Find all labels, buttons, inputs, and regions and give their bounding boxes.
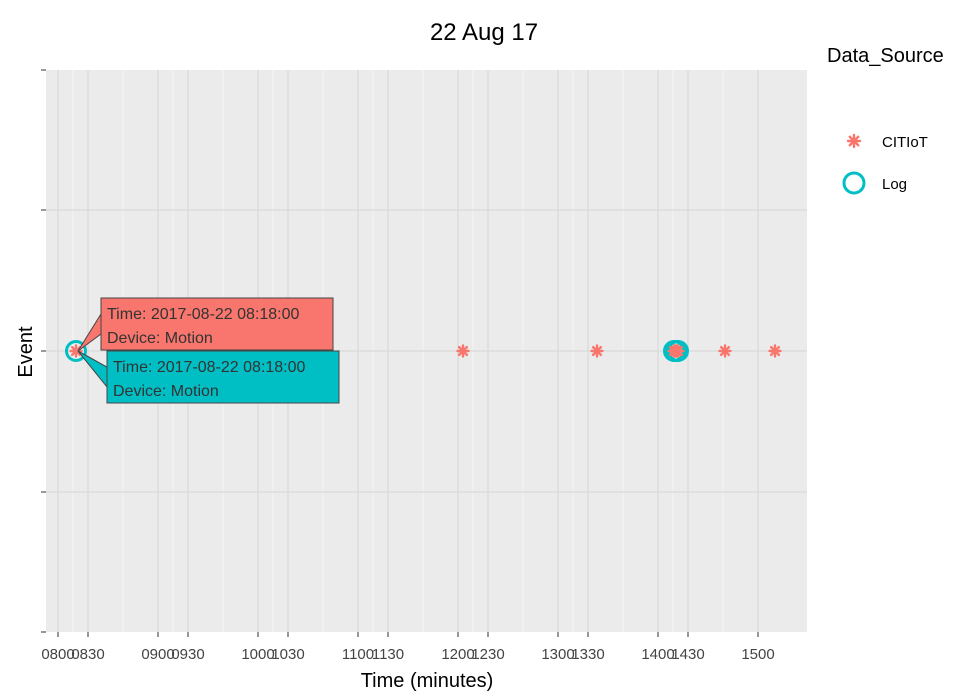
data-point-citiot bbox=[69, 344, 83, 358]
chart-title: 22 Aug 17 bbox=[430, 19, 538, 46]
legend-key-log bbox=[842, 171, 866, 195]
tooltip-time-text: Time: 2017-08-22 08:18:00 bbox=[107, 306, 300, 323]
tooltip-device-text: Device: Motion bbox=[113, 383, 219, 400]
legend-title: Data_Source bbox=[827, 45, 944, 67]
data-point-citiot bbox=[590, 344, 604, 358]
tooltip-device-text: Device: Motion bbox=[107, 330, 213, 347]
x-tick-label: 1200 bbox=[441, 646, 474, 663]
x-tick-label: 0900 bbox=[141, 646, 174, 663]
data-point-citiot bbox=[768, 344, 782, 358]
y-axis-label: Event bbox=[15, 326, 37, 378]
x-tick-label: 1030 bbox=[271, 646, 304, 663]
x-tick-label: 1500 bbox=[741, 646, 774, 663]
data-point-log bbox=[65, 340, 87, 362]
x-axis-label: Time (minutes) bbox=[361, 670, 494, 692]
data-point-citiot bbox=[456, 344, 470, 358]
tooltip-time-text: Time: 2017-08-22 08:18:00 bbox=[113, 359, 306, 376]
x-tick-label: 1300 bbox=[541, 646, 574, 663]
tooltip-box bbox=[100, 297, 334, 351]
x-tick-label: 1330 bbox=[571, 646, 604, 663]
x-tick-label: 1230 bbox=[471, 646, 504, 663]
tooltip-box bbox=[106, 350, 340, 404]
data-point-citiot bbox=[718, 344, 732, 358]
legend: Data_Source CITIoT Log bbox=[827, 45, 944, 195]
x-tick-label: 0830 bbox=[71, 646, 104, 663]
x-tick-label: 0800 bbox=[41, 646, 74, 663]
x-tick-label: 1400 bbox=[641, 646, 674, 663]
legend-label-citiot: CITIoT bbox=[882, 134, 928, 151]
x-tick-label: 1430 bbox=[671, 646, 704, 663]
data-point-citiot bbox=[671, 344, 685, 358]
legend-key-citiot bbox=[846, 133, 862, 149]
legend-label-log: Log bbox=[882, 176, 907, 193]
x-tick-label: 1100 bbox=[342, 646, 374, 663]
x-tick-label: 1130 bbox=[372, 646, 404, 663]
x-tick-label: 1000 bbox=[241, 646, 274, 663]
x-tick-label: 0930 bbox=[171, 646, 204, 663]
